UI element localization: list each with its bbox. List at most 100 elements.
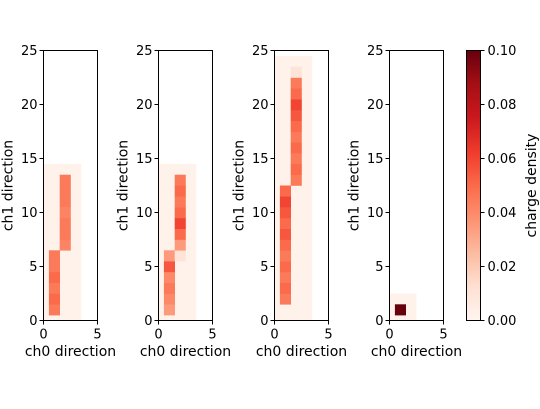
x-tick-label: 0 [385, 328, 393, 343]
colorbar-tick-label: 0.06 [488, 152, 517, 167]
heatmap-cell [60, 218, 71, 229]
heatmap-cell [291, 121, 302, 132]
heatmap-cell [175, 229, 186, 240]
heatmap-cell [60, 229, 71, 240]
heatmap-cell [175, 250, 186, 261]
heatmap-cell [291, 67, 302, 78]
heatmap-cell [280, 229, 291, 240]
y-tick-label: 15 [252, 152, 269, 167]
heatmap-cell [280, 240, 291, 251]
heatmap-cell [280, 272, 291, 283]
heatmap-cell [60, 186, 71, 197]
heatmap-cell [49, 272, 60, 283]
y-tick-label: 15 [136, 152, 153, 167]
y-axis-label: ch1 direction [232, 140, 248, 231]
heatmap-cell [291, 175, 302, 186]
y-tick-label: 25 [136, 44, 153, 59]
heatmap-cell [175, 186, 186, 197]
heatmap-cell [49, 304, 60, 315]
heatmap-cell [49, 283, 60, 294]
plot-frame [390, 51, 444, 321]
heatmap-cell [291, 142, 302, 153]
heatmap-cell [280, 283, 291, 294]
colorbar-tick-label: 0.00 [488, 314, 517, 329]
heatmap-cell [60, 240, 71, 251]
colorbar-tick-label: 0.02 [488, 260, 517, 275]
y-tick-label: 5 [260, 260, 268, 275]
heatmap-cell [164, 283, 175, 294]
y-tick-label: 25 [21, 44, 38, 59]
y-tick-label: 25 [367, 44, 384, 59]
x-tick-label: 5 [93, 328, 101, 343]
y-tick-label: 0 [260, 314, 268, 329]
x-tick-label: 5 [208, 328, 216, 343]
heatmap-cell [291, 78, 302, 89]
heatmap-cell [291, 110, 302, 121]
heatmap-cell [291, 99, 302, 110]
heatmap-cell [175, 196, 186, 207]
heatmap-cell [60, 196, 71, 207]
x-tick-label: 0 [270, 328, 278, 343]
y-tick-label: 5 [144, 260, 152, 275]
x-axis-label: ch0 direction [25, 344, 116, 360]
heatmap-cell [280, 207, 291, 218]
heatmap-cell [164, 294, 175, 305]
heatmap-cell [395, 304, 406, 315]
heatmap-cell [49, 294, 60, 305]
y-tick-label: 5 [29, 260, 37, 275]
x-tick-label: 5 [324, 328, 332, 343]
y-tick-label: 15 [367, 152, 384, 167]
x-tick-label: 0 [39, 328, 47, 343]
y-tick-label: 20 [367, 98, 384, 113]
y-axis-label: ch1 direction [1, 140, 17, 231]
x-axis-label: ch0 direction [371, 344, 462, 360]
colorbar-tick-label: 0.08 [488, 98, 517, 113]
heatmap-cell [175, 240, 186, 251]
heatmap-cell [291, 153, 302, 164]
x-tick-label: 0 [154, 328, 162, 343]
heatmap-cell [280, 250, 291, 261]
heatmap-cell [60, 175, 71, 186]
y-tick-label: 10 [367, 206, 384, 221]
y-tick-label: 10 [21, 206, 38, 221]
y-tick-label: 0 [375, 314, 383, 329]
colorbar-tick-label: 0.04 [488, 206, 517, 221]
y-tick-label: 10 [136, 206, 153, 221]
colorbar-bar [467, 51, 481, 321]
y-axis-label: ch1 direction [347, 140, 363, 231]
y-axis-label: ch1 direction [116, 140, 132, 231]
colorbar-label: charge density [524, 134, 540, 238]
heatmap-cell [291, 164, 302, 175]
x-axis-label: ch0 direction [256, 344, 347, 360]
colorbar-tick-label: 0.10 [488, 44, 517, 59]
y-tick-label: 5 [375, 260, 383, 275]
heatmap-cell [164, 304, 175, 315]
heatmap-cell [280, 196, 291, 207]
y-tick-label: 20 [252, 98, 269, 113]
heatmap-cell [280, 218, 291, 229]
y-tick-label: 15 [21, 152, 38, 167]
y-tick-label: 10 [252, 206, 269, 221]
heatmap-cell [175, 175, 186, 186]
heatmap-cell [291, 88, 302, 99]
heatmap-cell [49, 250, 60, 261]
y-tick-label: 20 [21, 98, 38, 113]
heatmap-cell [175, 218, 186, 229]
heatmap-cell [164, 272, 175, 283]
y-tick-label: 20 [136, 98, 153, 113]
y-tick-label: 0 [144, 314, 152, 329]
heatmap-cell [291, 132, 302, 143]
heatmap-cell [280, 186, 291, 197]
heatmap-cell [60, 207, 71, 218]
heatmap-cell [164, 250, 175, 261]
heatmap-cell [49, 261, 60, 272]
y-tick-label: 0 [29, 314, 37, 329]
heatmap-cell [280, 294, 291, 305]
x-tick-label: 5 [439, 328, 447, 343]
